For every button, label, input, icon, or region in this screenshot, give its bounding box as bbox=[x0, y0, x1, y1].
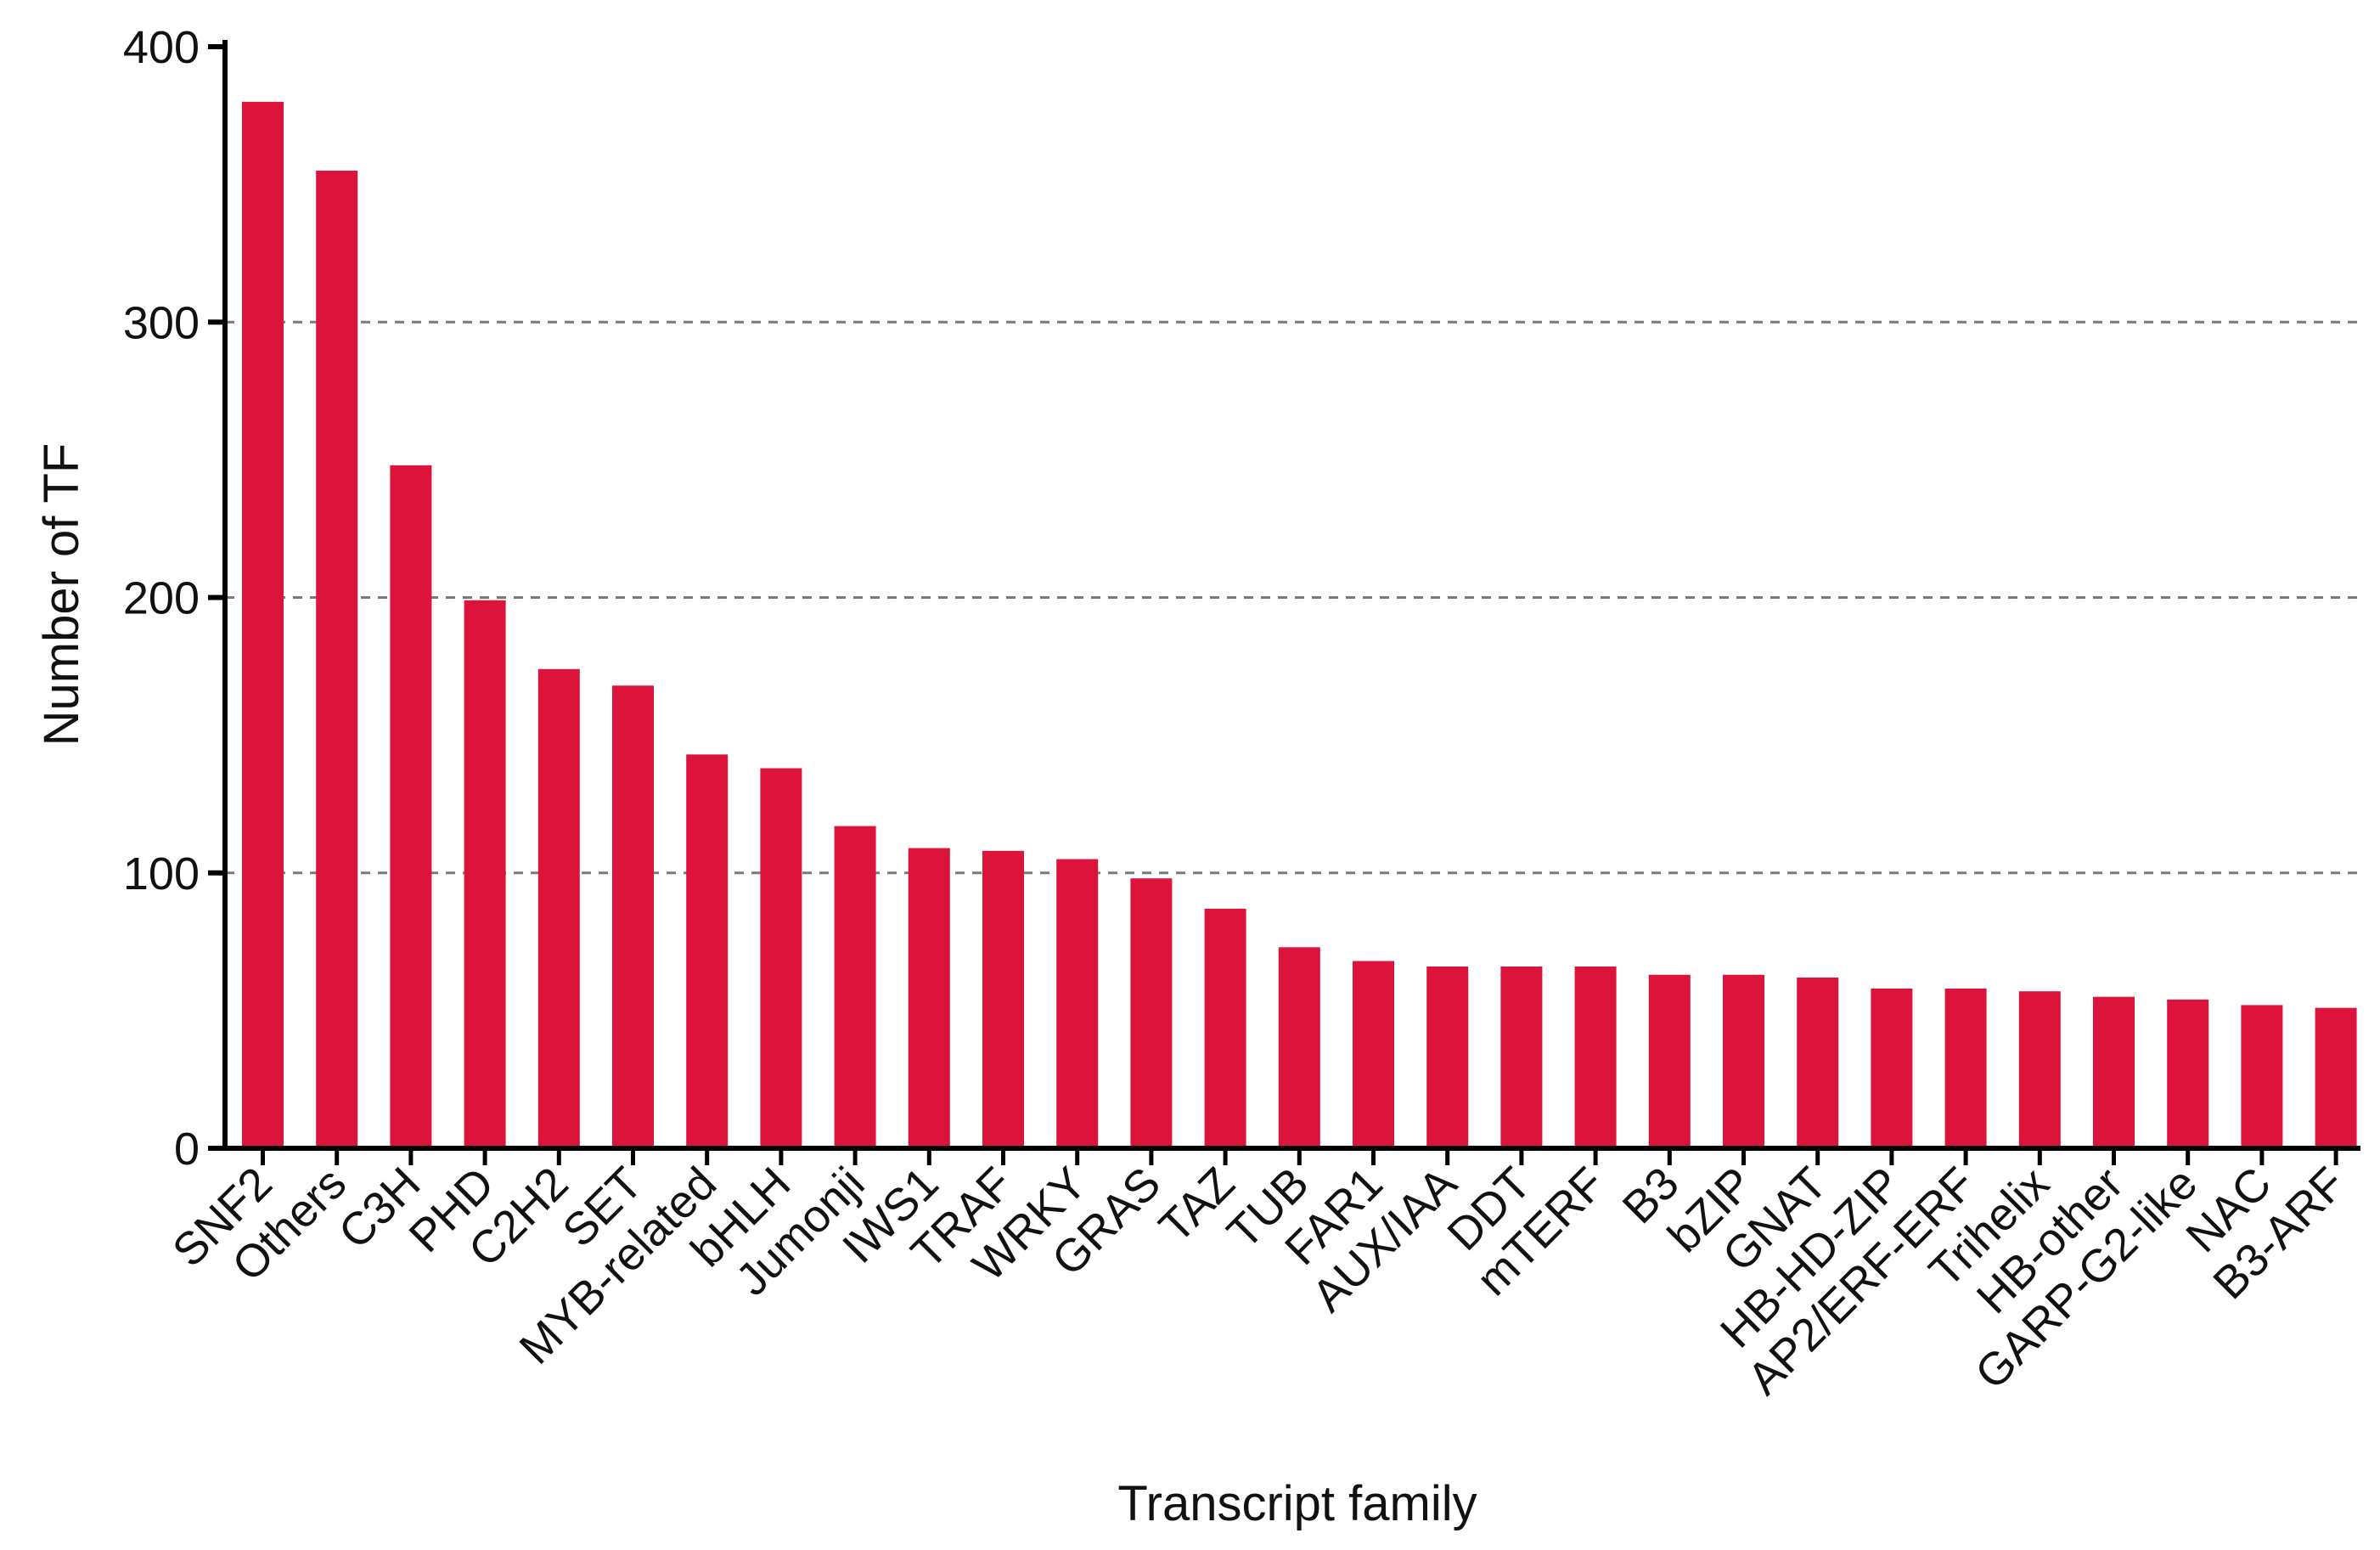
bar-iws1 bbox=[908, 848, 950, 1148]
bar-gras bbox=[1130, 878, 1173, 1148]
bar-snf2 bbox=[242, 101, 284, 1149]
bar-set bbox=[612, 685, 654, 1148]
bar-c3h bbox=[390, 465, 432, 1148]
bar-b3-arf bbox=[2315, 1007, 2357, 1148]
bar-bzip bbox=[1723, 974, 1764, 1148]
y-tick-label: 200 bbox=[123, 573, 200, 624]
bar-phd bbox=[464, 600, 506, 1148]
bar-wrky bbox=[1056, 859, 1099, 1148]
bar-mterf bbox=[1574, 966, 1617, 1148]
y-axis-title: Number of TF bbox=[34, 443, 89, 747]
bar-garp-g2-like bbox=[2167, 999, 2209, 1148]
x-ticks: SNF2OthersC3HPHDC2H2SETMYB-relatedbHLHJu… bbox=[163, 1148, 2355, 1405]
bar-traf bbox=[982, 850, 1024, 1148]
bar-nac bbox=[2241, 1005, 2283, 1148]
bar-gnat bbox=[1797, 977, 1839, 1148]
bar-hb-other bbox=[2093, 996, 2135, 1148]
bar-ap2-erf-erf bbox=[1944, 988, 1987, 1148]
y-tick-label: 100 bbox=[123, 848, 200, 899]
bar-b3 bbox=[1648, 974, 1691, 1148]
y-tick-label: 0 bbox=[174, 1124, 200, 1175]
x-tick-label: TAZ bbox=[1150, 1158, 1245, 1253]
bar-trihelix bbox=[2018, 991, 2061, 1148]
y-tick-label: 400 bbox=[123, 22, 200, 73]
bars bbox=[242, 101, 2357, 1149]
x-axis-title: Transcript family bbox=[1117, 1476, 1477, 1531]
bar-aux-iaa bbox=[1426, 966, 1469, 1148]
bar-myb-related bbox=[686, 754, 729, 1148]
bar-hb-hd-zip bbox=[1871, 988, 1913, 1148]
bar-others bbox=[316, 170, 358, 1149]
bar-c2h2 bbox=[537, 668, 580, 1148]
bar-jumonji bbox=[834, 826, 876, 1148]
y-ticks: 0 100 200 300 400 bbox=[123, 22, 225, 1175]
x-tick-label: C3H bbox=[329, 1158, 430, 1259]
y-tick-label: 300 bbox=[123, 297, 200, 348]
bar-ddt bbox=[1500, 966, 1543, 1148]
bar-taz bbox=[1204, 908, 1246, 1148]
bar-tub bbox=[1278, 947, 1320, 1148]
bar-bhlh bbox=[760, 768, 802, 1148]
bar-far1 bbox=[1353, 961, 1394, 1148]
